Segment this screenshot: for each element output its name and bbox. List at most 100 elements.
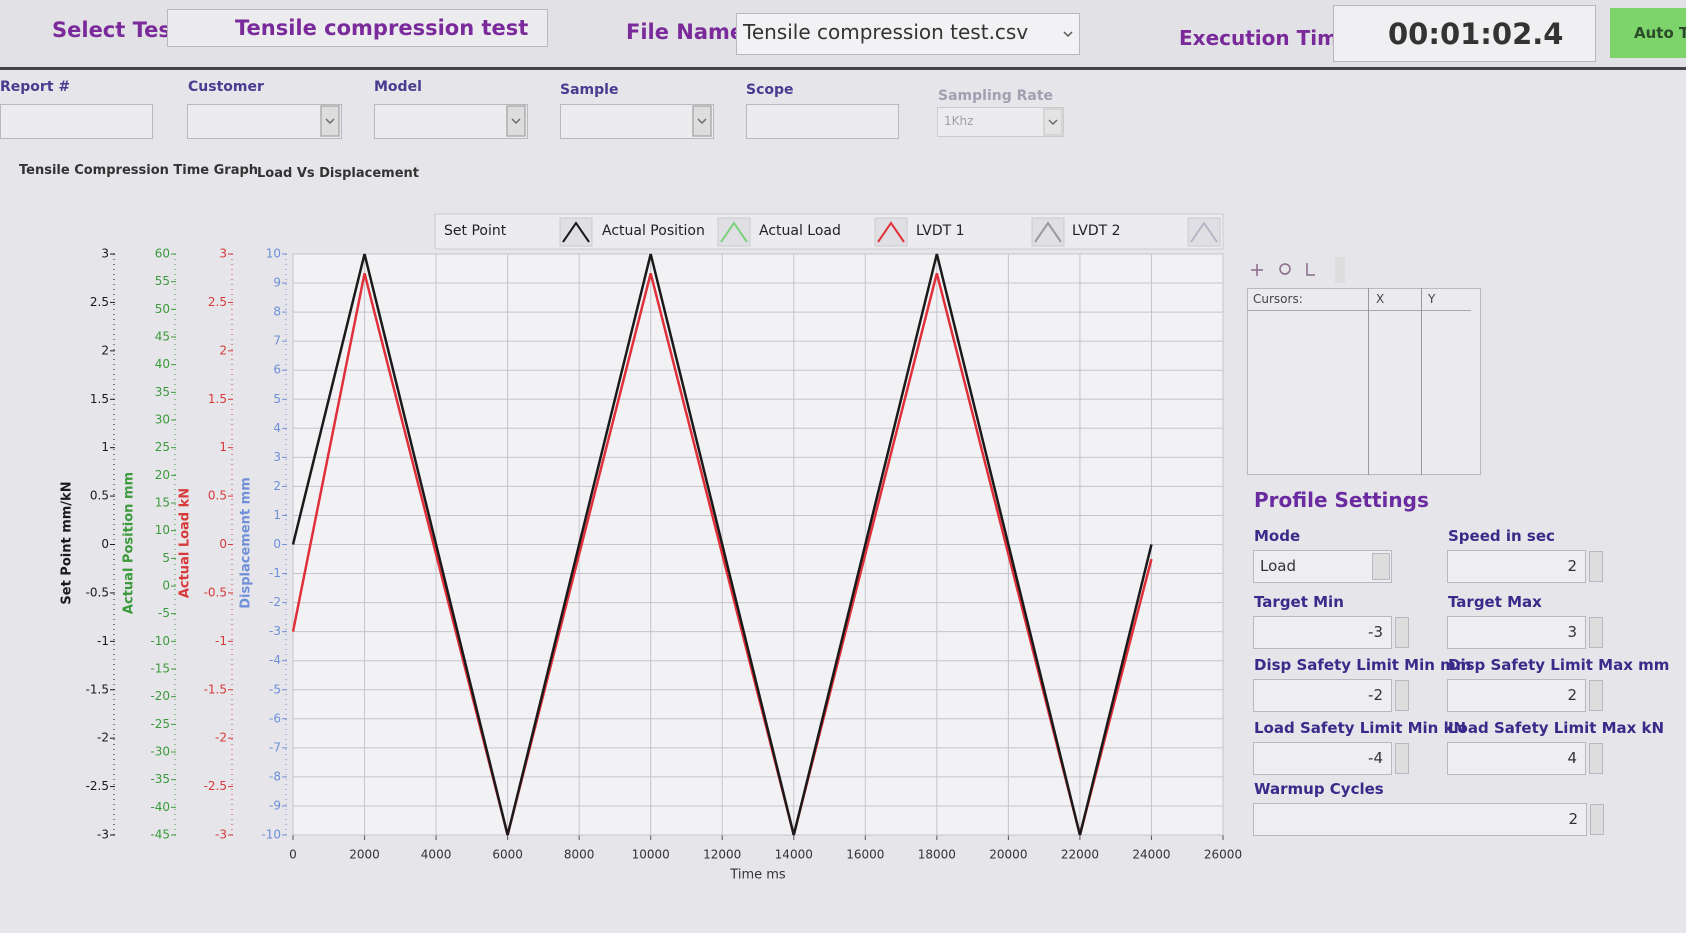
tab[interactable]: Tensile Compression Time Graph	[19, 163, 259, 178]
y-tick-label: 2	[273, 479, 281, 493]
x-tick-label: 18000	[918, 848, 956, 862]
execution-time-label: Execution Time	[1179, 26, 1352, 50]
file-names-label: File Names	[626, 20, 757, 44]
dropdown-arrow[interactable]	[1372, 553, 1390, 580]
y-tick-label: -10	[261, 828, 281, 842]
file-dropdown[interactable]	[736, 13, 1080, 55]
legend-label: Actual Position	[602, 223, 705, 239]
setting-value[interactable]: -2	[1368, 686, 1383, 704]
setting-label: Disp Safety Limit Max mm	[1448, 656, 1670, 674]
y-tick-label: 5	[162, 551, 170, 565]
spinner[interactable]	[1589, 680, 1603, 711]
spinner[interactable]	[1395, 743, 1409, 774]
cursor-column: X	[1376, 292, 1385, 306]
spinner[interactable]	[1589, 551, 1603, 582]
numeric-input[interactable]	[1253, 803, 1587, 836]
cursor-toolbar[interactable]	[1247, 255, 1347, 285]
x-tick-label: 2000	[349, 848, 380, 862]
text-input[interactable]	[0, 104, 153, 139]
spinner[interactable]	[1395, 680, 1409, 711]
setting-label: Speed in sec	[1448, 527, 1555, 545]
setting-value[interactable]: -4	[1368, 749, 1383, 767]
dropdown[interactable]	[1253, 550, 1392, 583]
setting-value[interactable]: Load	[1260, 557, 1296, 575]
y-tick-label: 2	[101, 343, 109, 357]
y-tick-label: -2.5	[86, 779, 109, 793]
numeric-input[interactable]	[1447, 679, 1586, 712]
spinner[interactable]	[1589, 617, 1603, 648]
sampling-rate-value[interactable]: 1Khz	[944, 114, 974, 128]
text-input[interactable]	[746, 104, 899, 139]
y-tick-label: 1.5	[208, 392, 227, 406]
y-tick-label: -10	[150, 634, 170, 648]
auto-button-label[interactable]: Auto Tu	[1634, 24, 1686, 42]
y-tick-label: 1	[101, 440, 109, 454]
y-tick-label: 6	[273, 363, 281, 377]
y-tick-label: -1	[215, 634, 227, 648]
select-test-value[interactable]: Tensile compression test	[235, 16, 529, 40]
setting-value[interactable]: -3	[1368, 623, 1383, 641]
y-tick-label: 30	[155, 413, 170, 427]
y-tick-label: 8	[273, 305, 281, 319]
y-tick-label: 1	[219, 440, 227, 454]
legend-icon	[877, 221, 905, 243]
x-tick-label: 26000	[1204, 848, 1242, 862]
y-tick-label: 0.5	[208, 489, 227, 503]
cursor-title: Cursors:	[1253, 292, 1303, 306]
y-tick-label: 25	[155, 440, 170, 454]
y-tick-label: 4	[273, 421, 281, 435]
cursor-col-line	[1421, 288, 1422, 475]
select-test-box[interactable]	[167, 9, 548, 47]
spinner[interactable]	[1590, 804, 1604, 835]
y-tick-label: 60	[155, 247, 170, 261]
spinner[interactable]	[1395, 617, 1409, 648]
numeric-input[interactable]	[1253, 679, 1392, 712]
x-tick-label: 8000	[564, 848, 595, 862]
setting-value[interactable]: 2	[1567, 557, 1577, 575]
y-tick-label: 0	[101, 537, 109, 551]
numeric-input[interactable]	[1447, 616, 1586, 649]
execution-time-value: 00:01:02.4	[1388, 17, 1564, 51]
spinner[interactable]	[1589, 743, 1603, 774]
numeric-input[interactable]	[1447, 742, 1586, 775]
y-tick-label: 20	[155, 468, 170, 482]
y-tick-label: -5	[269, 682, 281, 696]
dropdown-arrow[interactable]	[1058, 14, 1079, 54]
dropdown[interactable]	[560, 104, 714, 139]
x-tick-label: 0	[289, 848, 297, 862]
auto-button[interactable]	[1610, 8, 1686, 58]
setting-value[interactable]: 2	[1567, 686, 1577, 704]
setting-value[interactable]: 4	[1567, 749, 1577, 767]
setting-value[interactable]: 3	[1567, 623, 1577, 641]
legend-label: LVDT 2	[1072, 223, 1121, 239]
dropdown[interactable]	[374, 104, 528, 139]
setting-value[interactable]: 2	[1568, 810, 1578, 828]
y-tick-label: 10	[266, 247, 281, 261]
cursor-col-line	[1368, 288, 1369, 475]
file-name-value[interactable]: Tensile compression test.csv	[743, 20, 1029, 44]
y-tick-label: 40	[155, 357, 170, 371]
y-tick-label: -0.5	[204, 585, 227, 599]
numeric-input[interactable]	[1253, 616, 1392, 649]
x-tick-label: 24000	[1132, 848, 1170, 862]
y-tick-label: -3	[97, 828, 109, 842]
x-tick-label: 14000	[775, 848, 813, 862]
numeric-input[interactable]	[1253, 742, 1392, 775]
y-tick-label: 3	[219, 247, 227, 261]
y-tick-label: 9	[273, 276, 281, 290]
dropdown[interactable]	[187, 104, 342, 139]
y-tick-label: 0	[162, 579, 170, 593]
setting-label: Mode	[1254, 527, 1301, 545]
y-tick-label: -7	[269, 740, 281, 754]
y-tick-label: 15	[155, 496, 170, 510]
x-tick-label: 20000	[989, 848, 1027, 862]
select-test-label: Select Test	[52, 18, 181, 42]
x-tick-label: 12000	[703, 848, 741, 862]
setting-label: Load Safety Limit Max kN	[1448, 719, 1665, 737]
numeric-input[interactable]	[1447, 550, 1586, 583]
tab[interactable]: Load Vs Displacement	[257, 166, 420, 181]
setting-label: Disp Safety Limit Min mm	[1254, 656, 1472, 674]
dropdown[interactable]	[937, 107, 1064, 137]
